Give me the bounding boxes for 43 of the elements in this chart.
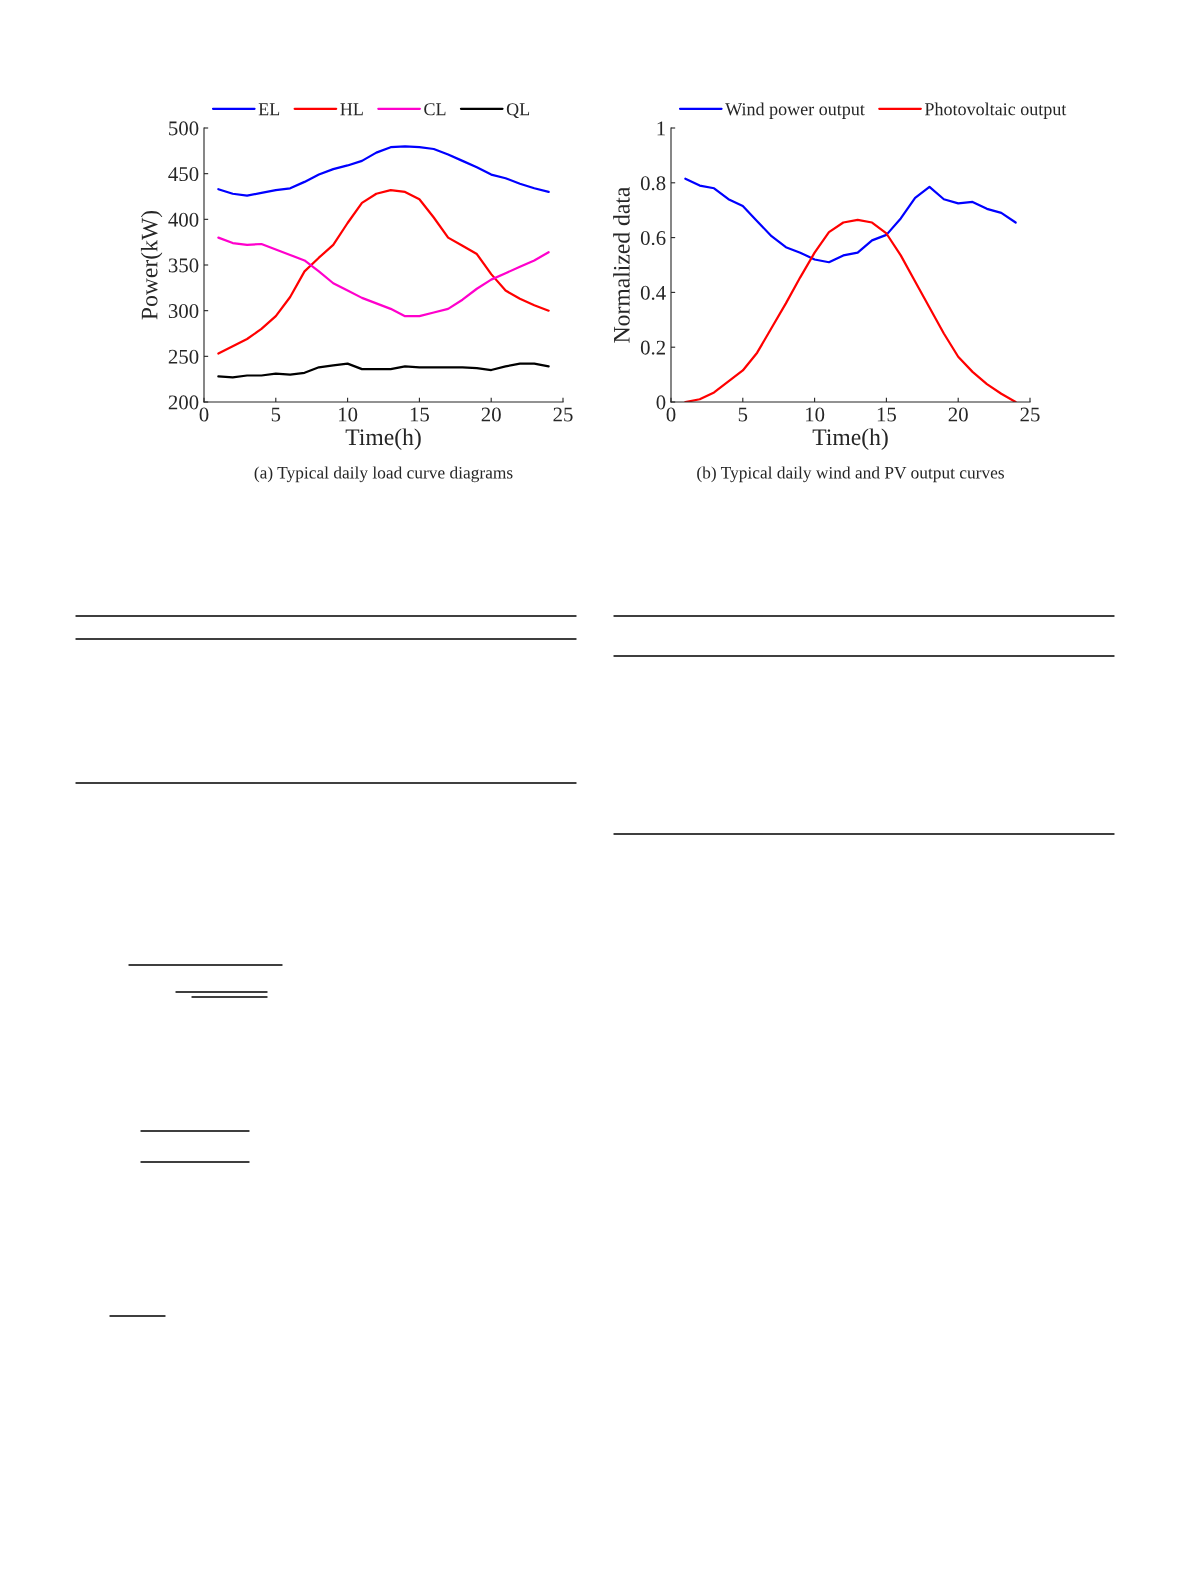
line-series (217, 236, 550, 318)
legend-label: EL (258, 103, 280, 116)
text: (b) Typical daily wind and PV output curves (697, 466, 1004, 483)
text: (a) Typical daily load curve diagrams (254, 466, 513, 483)
line-series (217, 189, 550, 355)
x-tick-label: 5 (738, 407, 748, 422)
y-axis-title: Power(kW) (140, 210, 163, 320)
line-series (684, 177, 1017, 264)
x-tick-label: 10 (339, 407, 358, 422)
x-tick-label: 25 (1020, 407, 1040, 422)
x-tick-label: 5 (271, 407, 281, 422)
x-tick-label: 0 (666, 407, 676, 422)
x-axis-title: Time(h) (345, 428, 421, 450)
x-tick-label: 0 (199, 407, 209, 422)
y-tick-label: 0.6 (640, 230, 666, 246)
x-tick-label: 20 (481, 407, 501, 422)
y-tick-label: 500 (169, 121, 199, 136)
legend-label: HL (340, 103, 363, 116)
x-tick-label: 15 (877, 407, 896, 422)
x-tick-label: 25 (553, 407, 573, 422)
y-tick-label: 300 (168, 304, 199, 319)
x-axis-title: Time(h) (812, 428, 888, 450)
y-tick-label: 350 (168, 258, 199, 273)
line-series (217, 145, 550, 197)
y-tick-label: 0 (656, 395, 666, 410)
legend-label: Wind power output (725, 102, 865, 119)
y-tick-label: 0.8 (640, 176, 666, 191)
y-tick-label: 200 (168, 395, 199, 410)
line-series (217, 362, 550, 379)
y-tick-label: 0.2 (640, 340, 665, 355)
x-tick-label: 10 (806, 407, 825, 422)
x-tick-label: 20 (948, 407, 968, 422)
legend-label: QL (506, 103, 530, 119)
legend-label: Photovoltaic output (924, 102, 1067, 119)
y-tick-label: 0.4 (640, 285, 666, 300)
y-tick-label: 1 (657, 121, 665, 136)
line-series (684, 218, 1017, 402)
legend-label: CL (424, 103, 446, 116)
y-axis-title: Normalized data (613, 186, 630, 343)
y-tick-label: 450 (168, 167, 199, 182)
y-tick-label: 250 (168, 349, 199, 364)
x-tick-label: 15 (410, 407, 429, 422)
y-tick-label: 400 (168, 212, 199, 227)
